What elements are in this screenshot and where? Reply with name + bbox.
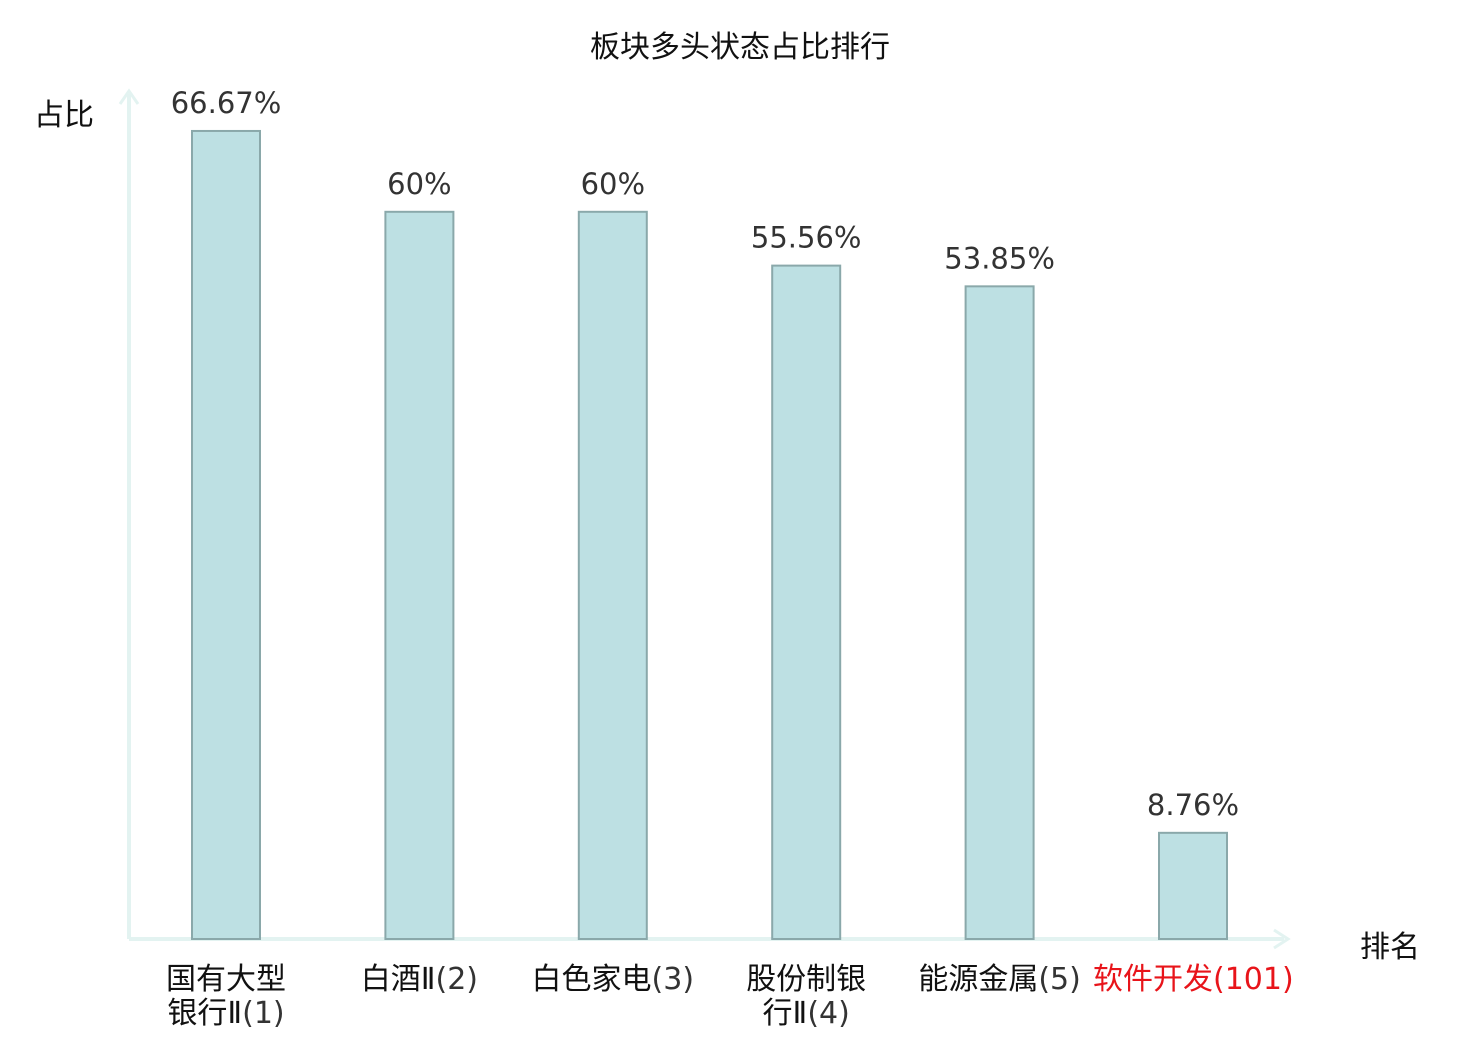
x-tick-rank: (1) [242,996,285,1031]
data-label: 53.85% [944,241,1055,275]
data-label: 60% [387,167,451,201]
x-tick-label: 软件开发(101) [1093,962,1294,997]
chart-title: 板块多头状态占比排行 [590,30,890,65]
y-axis-arrow [118,88,140,105]
x-tick-rank: (101) [1213,962,1294,997]
x-tick-rank: (2) [435,962,479,997]
x-tick-name: 股份制银 [746,962,867,997]
bar [1158,831,1228,940]
x-tick-rank: (5) [1038,962,1081,997]
data-label: 8.76% [1147,788,1239,822]
x-tick-label: 国有大型 银行Ⅱ(1) [126,963,326,1031]
data-label: 55.56% [751,221,862,255]
bar [191,129,261,940]
x-tick-label: 白酒Ⅱ(2) [319,963,519,997]
bar [577,210,648,941]
x-tick-label: 能源金属(5) [900,963,1100,997]
bar [771,264,842,940]
x-tick-name: 银行Ⅱ [167,996,243,1031]
bar [964,285,1035,940]
data-label: 60% [581,167,645,201]
x-axis-label: 排名 [1360,930,1420,965]
x-tick-rank: (3) [651,962,695,997]
x-tick-rank: (4) [807,996,850,1031]
x-tick-name: 白酒Ⅱ [360,962,436,997]
x-tick-name: 行Ⅱ [762,996,808,1031]
x-tick-name: 能源金属 [918,962,1039,997]
x-tick-label: 股份制银 行Ⅱ(4) [706,963,906,1031]
bar [384,210,455,941]
x-tick-name: 国有大型 [166,962,286,997]
data-label: 66.67% [171,86,282,120]
x-tick-name: 软件开发 [1093,962,1213,997]
x-tick-name: 白色家电 [531,962,652,997]
y-axis-label: 占比 [34,98,94,133]
x-axis-arrow [1273,928,1291,950]
x-tick-label: 白色家电(3) [513,963,713,997]
